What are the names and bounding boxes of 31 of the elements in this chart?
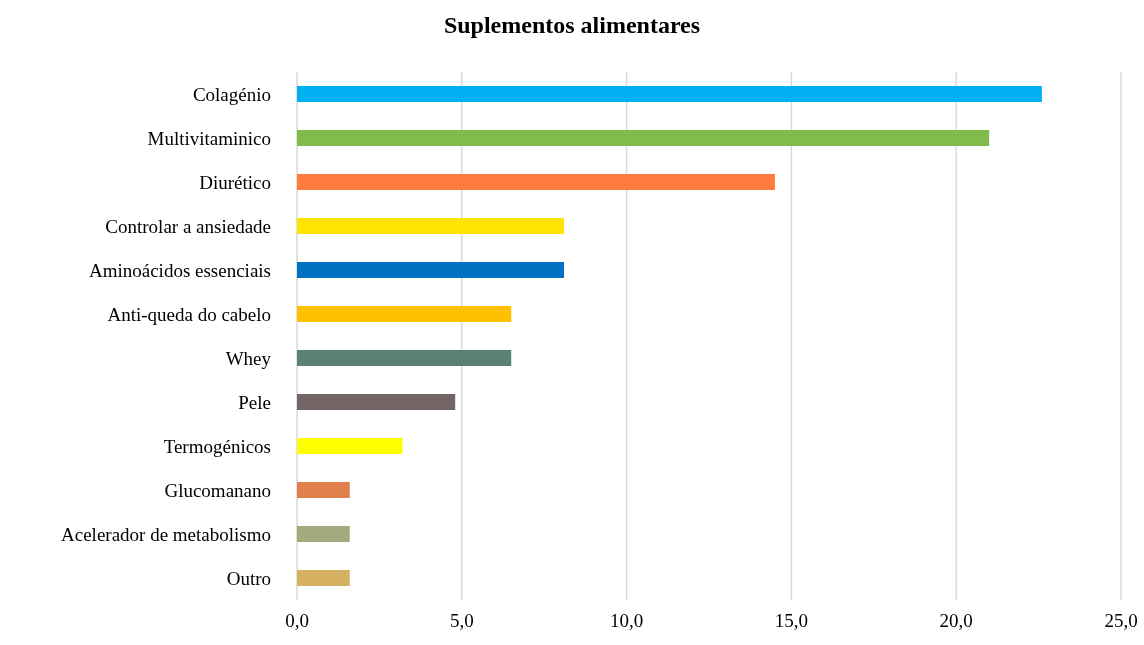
bar [297,394,456,410]
x-tick-label: 0,0 [285,610,309,632]
y-tick-label: Glucomanano [164,479,271,501]
x-tick-label: 25,0 [1104,610,1138,632]
y-tick-label: Whey [225,347,272,369]
y-tick-label: Acelerador de metabolismo [61,523,271,545]
x-tick-label: 15,0 [774,610,809,632]
bar [297,218,564,234]
y-tick-label: Aminoácidos essenciais [88,259,271,281]
bar [297,482,350,498]
y-tick-label: Outro [226,567,271,589]
bar [297,438,403,454]
y-tick-label: Termogénicos [163,435,271,457]
y-tick-label: Multivitaminico [147,127,271,149]
x-tick-label: 10,0 [609,610,644,632]
bar [297,130,990,146]
bar [297,350,512,366]
bar [297,526,350,542]
bar [297,570,350,586]
y-tick-label: Pele [238,391,271,413]
y-tick-label: Controlar a ansiedade [105,215,271,237]
bar [297,262,564,278]
x-tick-label: 20,0 [939,610,973,632]
x-tick-label: 5,0 [449,610,474,632]
bar [297,86,1042,102]
bar [297,174,775,190]
chart-title: Suplementos alimentares [442,12,702,39]
y-tick-label: Anti-queda do cabelo [107,303,271,325]
y-tick-label: Colagénio [192,83,271,105]
bar [297,306,512,322]
y-tick-label: Diurético [199,171,271,193]
